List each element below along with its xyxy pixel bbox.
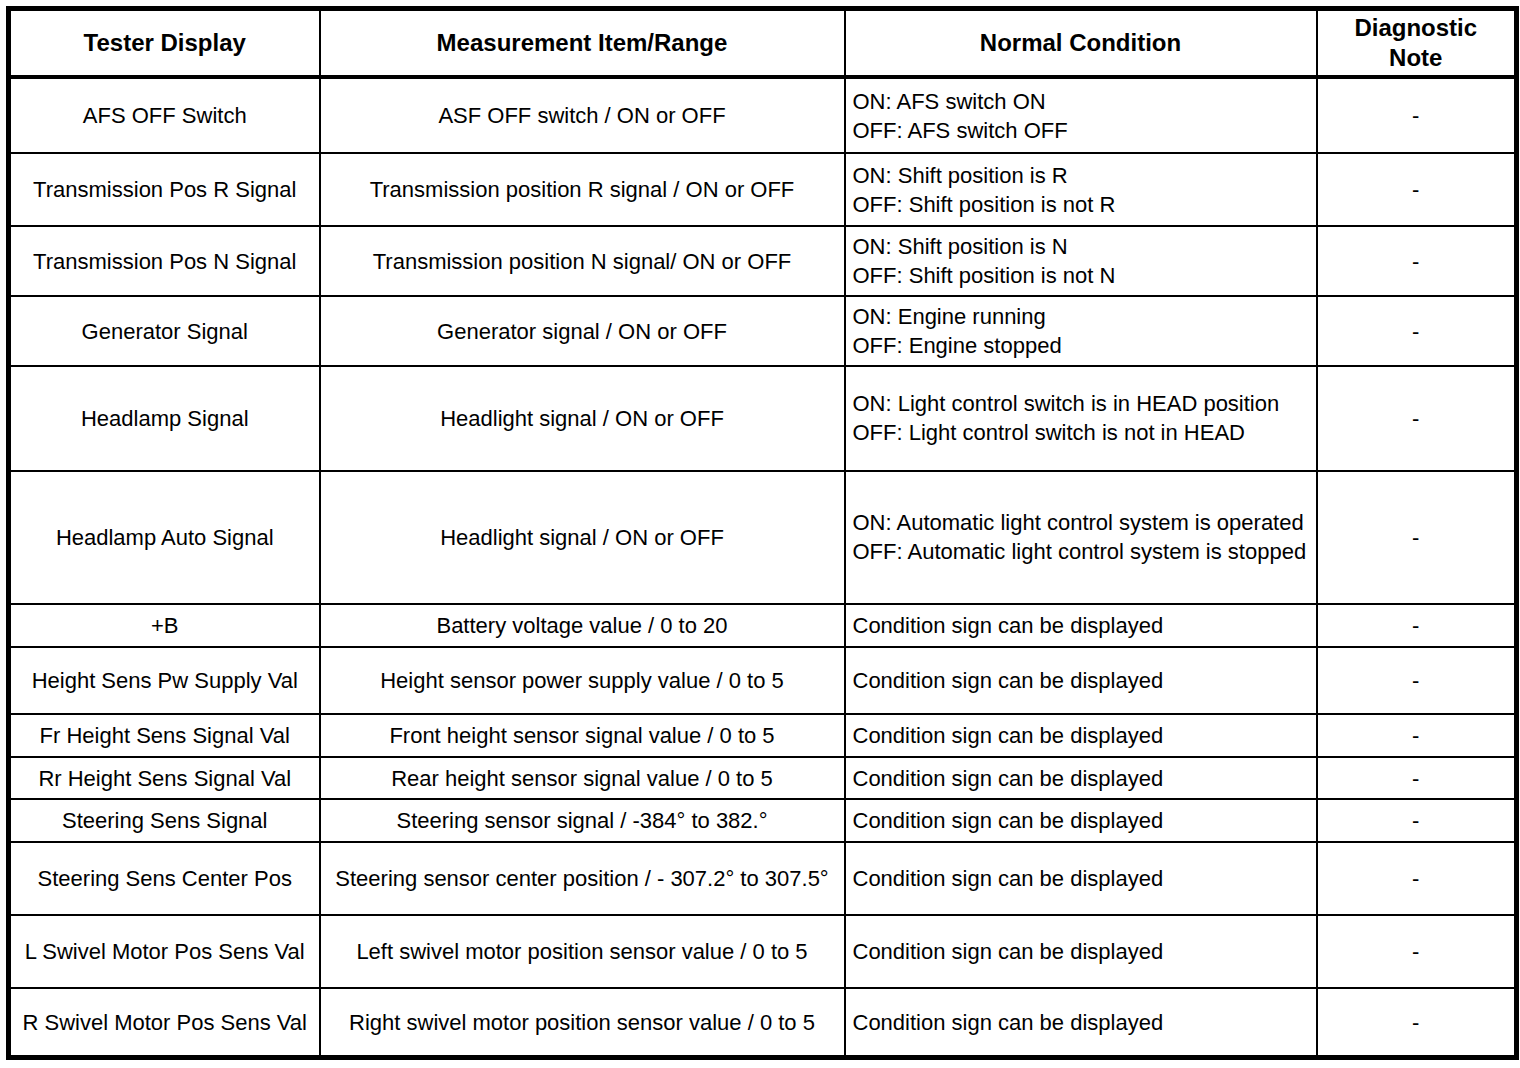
normal-condition-cell: Condition sign can be displayed	[845, 714, 1317, 757]
tester-display-cell: Transmission Pos N Signal	[9, 226, 320, 296]
column-header-tester-display: Tester Display	[9, 9, 320, 78]
diagnostic-note-cell: -	[1317, 799, 1517, 842]
tester-display-cell: R Swivel Motor Pos Sens Val	[9, 988, 320, 1057]
diagnostic-note-cell: -	[1317, 296, 1517, 366]
normal-condition-cell: Condition sign can be displayed	[845, 799, 1317, 842]
tester-display-cell: Steering Sens Center Pos	[9, 842, 320, 915]
measurement-item-cell: Transmission position R signal / ON or O…	[320, 153, 845, 226]
measurement-item-cell: Steering sensor center position / - 307.…	[320, 842, 845, 915]
measurement-item-cell: Transmission position N signal/ ON or OF…	[320, 226, 845, 296]
table-row: Transmission Pos R Signal Transmission p…	[9, 153, 1517, 226]
table-row: R Swivel Motor Pos Sens Val Right swivel…	[9, 988, 1517, 1057]
normal-condition-cell: ON: Automatic light control system is op…	[845, 471, 1317, 604]
table-row: AFS OFF Switch ASF OFF switch / ON or OF…	[9, 77, 1517, 153]
table-header: Tester Display Measurement Item/Range No…	[9, 9, 1517, 78]
normal-condition-cell: Condition sign can be displayed	[845, 915, 1317, 988]
table-body: AFS OFF Switch ASF OFF switch / ON or OF…	[9, 77, 1517, 1058]
diagnostic-note-cell: -	[1317, 988, 1517, 1057]
normal-condition-cell: ON: Shift position is N OFF: Shift posit…	[845, 226, 1317, 296]
table-row: Headlamp Auto Signal Headlight signal / …	[9, 471, 1517, 604]
tester-display-cell: Transmission Pos R Signal	[9, 153, 320, 226]
measurement-item-cell: ASF OFF switch / ON or OFF	[320, 77, 845, 153]
table-row: L Swivel Motor Pos Sens Val Left swivel …	[9, 915, 1517, 988]
diagnostic-note-cell: -	[1317, 604, 1517, 647]
measurement-item-cell: Height sensor power supply value / 0 to …	[320, 647, 845, 714]
measurement-item-cell: Headlight signal / ON or OFF	[320, 366, 845, 470]
table-row: Fr Height Sens Signal Val Front height s…	[9, 714, 1517, 757]
diagnostic-note-cell: -	[1317, 842, 1517, 915]
table-row: Steering Sens Center Pos Steering sensor…	[9, 842, 1517, 915]
diagnostic-note-cell: -	[1317, 226, 1517, 296]
tester-display-cell: +B	[9, 604, 320, 647]
measurement-item-cell: Rear height sensor signal value / 0 to 5	[320, 757, 845, 799]
tester-display-cell: AFS OFF Switch	[9, 77, 320, 153]
measurement-item-cell: Front height sensor signal value / 0 to …	[320, 714, 845, 757]
tester-display-cell: Rr Height Sens Signal Val	[9, 757, 320, 799]
normal-condition-cell: Condition sign can be displayed	[845, 757, 1317, 799]
measurement-item-cell: Steering sensor signal / -384° to 382.°	[320, 799, 845, 842]
diagnostic-note-cell: -	[1317, 714, 1517, 757]
diagnostic-table-page: Tester Display Measurement Item/Range No…	[0, 0, 1520, 1068]
table-row: Headlamp Signal Headlight signal / ON or…	[9, 366, 1517, 470]
normal-condition-cell: ON: Light control switch is in HEAD posi…	[845, 366, 1317, 470]
normal-condition-cell: Condition sign can be displayed	[845, 604, 1317, 647]
measurement-item-cell: Right swivel motor position sensor value…	[320, 988, 845, 1057]
measurement-item-cell: Headlight signal / ON or OFF	[320, 471, 845, 604]
tester-display-cell: Steering Sens Signal	[9, 799, 320, 842]
diagnostic-note-cell: -	[1317, 153, 1517, 226]
diagnostic-note-cell: -	[1317, 471, 1517, 604]
table-row: Generator Signal Generator signal / ON o…	[9, 296, 1517, 366]
table-row: +B Battery voltage value / 0 to 20 Condi…	[9, 604, 1517, 647]
diagnostic-note-cell: -	[1317, 366, 1517, 470]
diagnostic-note-cell: -	[1317, 77, 1517, 153]
normal-condition-cell: ON: AFS switch ON OFF: AFS switch OFF	[845, 77, 1317, 153]
measurement-item-cell: Left swivel motor position sensor value …	[320, 915, 845, 988]
diagnostic-data-table: Tester Display Measurement Item/Range No…	[6, 6, 1519, 1060]
normal-condition-cell: Condition sign can be displayed	[845, 842, 1317, 915]
header-row: Tester Display Measurement Item/Range No…	[9, 9, 1517, 78]
normal-condition-cell: ON: Engine running OFF: Engine stopped	[845, 296, 1317, 366]
tester-display-cell: Height Sens Pw Supply Val	[9, 647, 320, 714]
column-header-diagnostic-note: Diagnostic Note	[1317, 9, 1517, 78]
tester-display-cell: L Swivel Motor Pos Sens Val	[9, 915, 320, 988]
table-row: Steering Sens Signal Steering sensor sig…	[9, 799, 1517, 842]
tester-display-cell: Headlamp Auto Signal	[9, 471, 320, 604]
table-row: Rr Height Sens Signal Val Rear height se…	[9, 757, 1517, 799]
normal-condition-cell: Condition sign can be displayed	[845, 647, 1317, 714]
tester-display-cell: Generator Signal	[9, 296, 320, 366]
table-row: Transmission Pos N Signal Transmission p…	[9, 226, 1517, 296]
measurement-item-cell: Battery voltage value / 0 to 20	[320, 604, 845, 647]
diagnostic-note-cell: -	[1317, 915, 1517, 988]
measurement-item-cell: Generator signal / ON or OFF	[320, 296, 845, 366]
tester-display-cell: Fr Height Sens Signal Val	[9, 714, 320, 757]
tester-display-cell: Headlamp Signal	[9, 366, 320, 470]
diagnostic-note-cell: -	[1317, 757, 1517, 799]
normal-condition-cell: Condition sign can be displayed	[845, 988, 1317, 1057]
column-header-measurement-item-range: Measurement Item/Range	[320, 9, 845, 78]
diagnostic-note-cell: -	[1317, 647, 1517, 714]
normal-condition-cell: ON: Shift position is R OFF: Shift posit…	[845, 153, 1317, 226]
table-row: Height Sens Pw Supply Val Height sensor …	[9, 647, 1517, 714]
column-header-normal-condition: Normal Condition	[845, 9, 1317, 78]
